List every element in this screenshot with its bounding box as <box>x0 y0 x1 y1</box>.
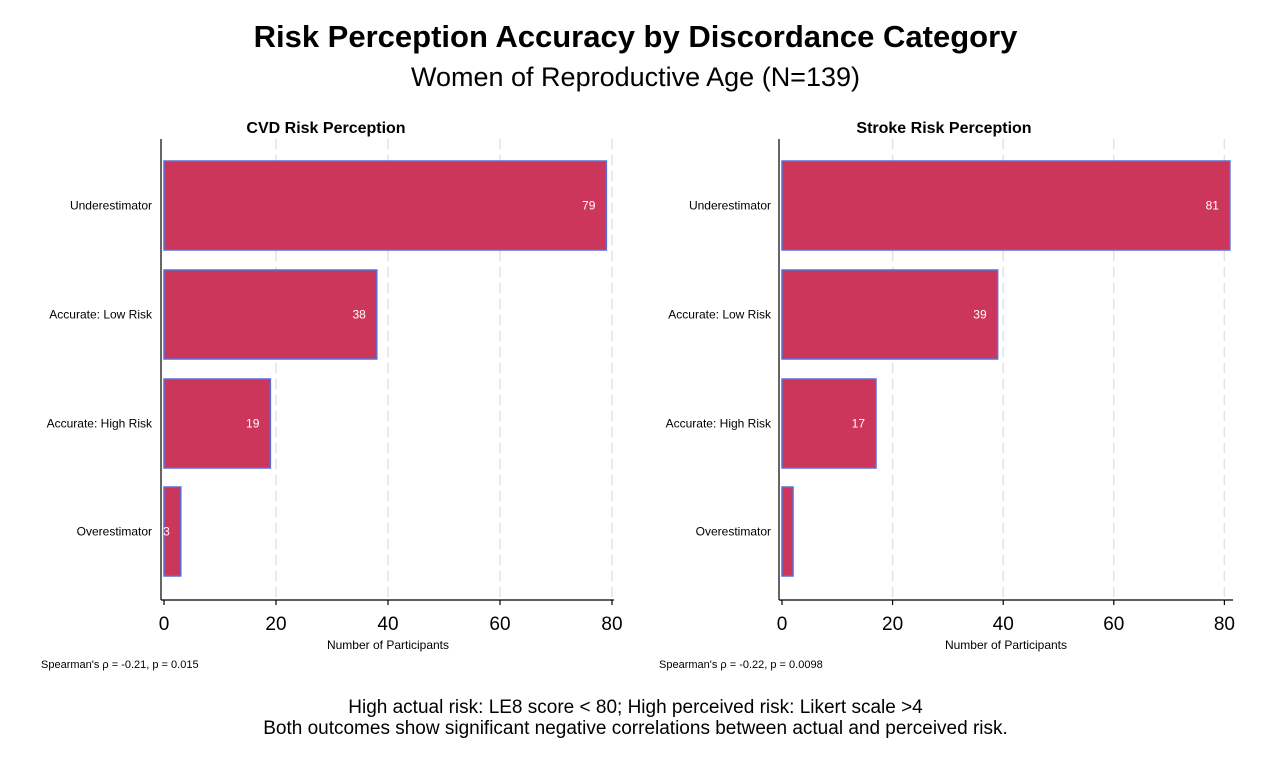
stroke-category-label-1: Accurate: Low Risk <box>668 308 772 322</box>
cvd-category-label-0: Underestimator <box>70 199 152 213</box>
cvd-x-tick-label-0: 0 <box>159 614 170 635</box>
cvd-bar-1 <box>163 269 378 360</box>
stroke-data-label-2: 17 <box>852 417 866 431</box>
stroke-bar-3 <box>781 486 794 577</box>
cvd-category-label-2: Accurate: High Risk <box>47 417 153 431</box>
chart-subtitle: Women of Reproductive Age (N=139) <box>411 62 860 92</box>
cvd-x-tick-label-20: 20 <box>265 614 286 635</box>
cvd-panel-title: CVD Risk Perception <box>246 120 405 137</box>
stroke-x-tick-label-60: 60 <box>1103 614 1124 635</box>
cvd-data-label-2: 19 <box>246 417 260 431</box>
cvd-data-label-0: 79 <box>582 199 596 213</box>
cvd-bar-0 <box>163 160 608 251</box>
cvd-category-label-1: Accurate: Low Risk <box>49 308 153 322</box>
cvd-x-tick-label-40: 40 <box>377 614 398 635</box>
stroke-x-tick-label-80: 80 <box>1214 614 1235 635</box>
cvd-data-label-3: 3 <box>163 525 170 539</box>
stroke-category-label-2: Accurate: High Risk <box>666 417 772 431</box>
cvd-x-tick-label-60: 60 <box>489 614 510 635</box>
stroke-x-tick-label-0: 0 <box>777 614 788 635</box>
stroke-category-label-3: Overestimator <box>696 525 771 539</box>
stroke-bar-0 <box>781 160 1231 251</box>
cvd-correlation-annotation: Spearman's ρ = -0.21, p = 0.015 <box>41 659 199 671</box>
stroke-data-label-1: 39 <box>973 308 987 322</box>
stroke-x-tick-label-40: 40 <box>993 614 1014 635</box>
cvd-x-tick-label-80: 80 <box>601 614 622 635</box>
stroke-x-tick-label-20: 20 <box>882 614 903 635</box>
cvd-bar-3 <box>163 486 182 577</box>
cvd-category-label-3: Overestimator <box>77 525 152 539</box>
footnote-summary: Both outcomes show significant negative … <box>263 718 1008 739</box>
footnote-thresholds: High actual risk: LE8 score < 80; High p… <box>348 697 923 718</box>
cvd-bar-2 <box>163 378 272 469</box>
chart-title: Risk Perception Accuracy by Discordance … <box>253 19 1018 54</box>
stroke-bar-1 <box>781 269 999 360</box>
stroke-correlation-annotation: Spearman's ρ = -0.22, p = 0.0098 <box>659 659 823 671</box>
stroke-data-label-0: 81 <box>1206 199 1220 213</box>
stroke-x-axis-title: Number of Participants <box>945 638 1067 652</box>
stroke-category-label-0: Underestimator <box>689 199 771 213</box>
cvd-x-axis-title: Number of Participants <box>327 638 449 652</box>
stroke-bar-2 <box>781 378 877 469</box>
cvd-data-label-1: 38 <box>352 308 366 322</box>
stroke-panel-title: Stroke Risk Perception <box>856 120 1031 137</box>
